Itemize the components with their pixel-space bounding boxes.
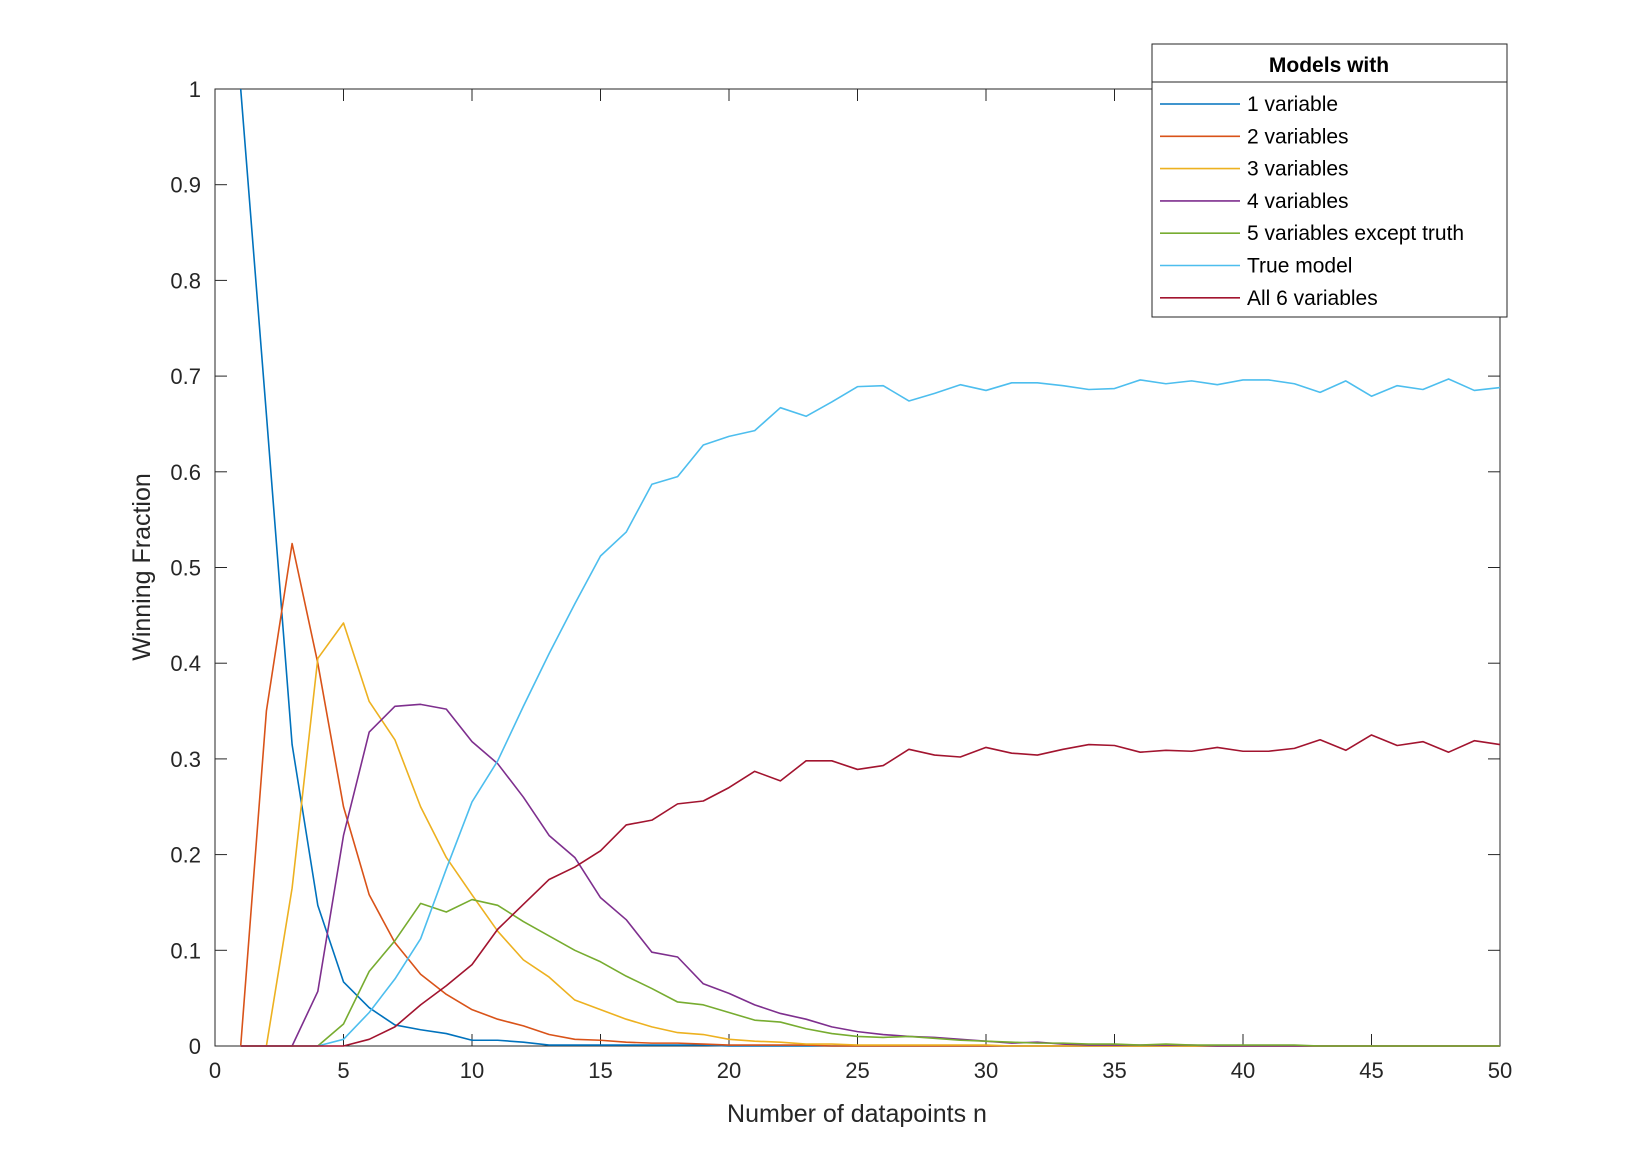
y-tick-label: 1: [189, 77, 201, 102]
x-tick-label: 40: [1231, 1058, 1255, 1083]
legend-entry: True model: [1247, 255, 1352, 278]
x-tick-label: 5: [337, 1058, 349, 1083]
x-tick-label: 20: [717, 1058, 741, 1083]
legend-title: Models with: [1269, 54, 1389, 77]
y-tick-label: 0: [189, 1034, 201, 1059]
series-line-5: [240, 898, 1500, 1047]
y-tick-label: 0.2: [170, 843, 201, 868]
legend-entry: 5 variables except truth: [1247, 222, 1464, 245]
x-tick-label: 15: [588, 1058, 612, 1083]
x-tick-label: 0: [209, 1058, 221, 1083]
y-tick-label: 0.9: [170, 173, 201, 198]
x-tick-label: 10: [460, 1058, 484, 1083]
legend-box: [1151, 43, 1508, 318]
x-tick-label: 50: [1488, 1058, 1512, 1083]
y-tick-label: 0.8: [170, 268, 201, 293]
y-tick-label: 0.6: [170, 460, 201, 485]
series-line-7: [240, 734, 1501, 1047]
series-layer: [239, 88, 1501, 1047]
legend-entry: 3 variables: [1247, 158, 1349, 181]
series-line-6: [240, 378, 1501, 1047]
x-axis-label: Number of datapoints n: [727, 1100, 987, 1128]
legend-entry: All 6 variables: [1247, 287, 1378, 310]
legend: Models with 1 variable 2 variables 3 varia…: [1151, 43, 1508, 318]
y-tick-label: 0.4: [170, 651, 201, 676]
y-tick-label: 0.7: [170, 364, 201, 389]
y-axis-label: Winning Fraction: [128, 473, 156, 661]
y-tick-label: 0.3: [170, 747, 201, 772]
legend-entry: 1 variable: [1247, 93, 1338, 116]
legend-entry: 2 variables: [1247, 125, 1349, 148]
series-line-4: [240, 703, 1500, 1047]
x-tick-label: 25: [845, 1058, 869, 1083]
x-tick-label: 30: [974, 1058, 998, 1083]
legend-entry: 4 variables: [1247, 190, 1349, 213]
y-tick-label: 0.1: [170, 938, 201, 963]
x-tick-label: 45: [1359, 1058, 1383, 1083]
axis-ticks: 0 5 10 15 20 25 30 35 40 45 50 0 0.1 0.2 0.3 0.4 0.5 0.6 0…: [170, 77, 1512, 1083]
x-tick-label: 35: [1102, 1058, 1126, 1083]
y-tick-label: 0.5: [170, 556, 201, 581]
